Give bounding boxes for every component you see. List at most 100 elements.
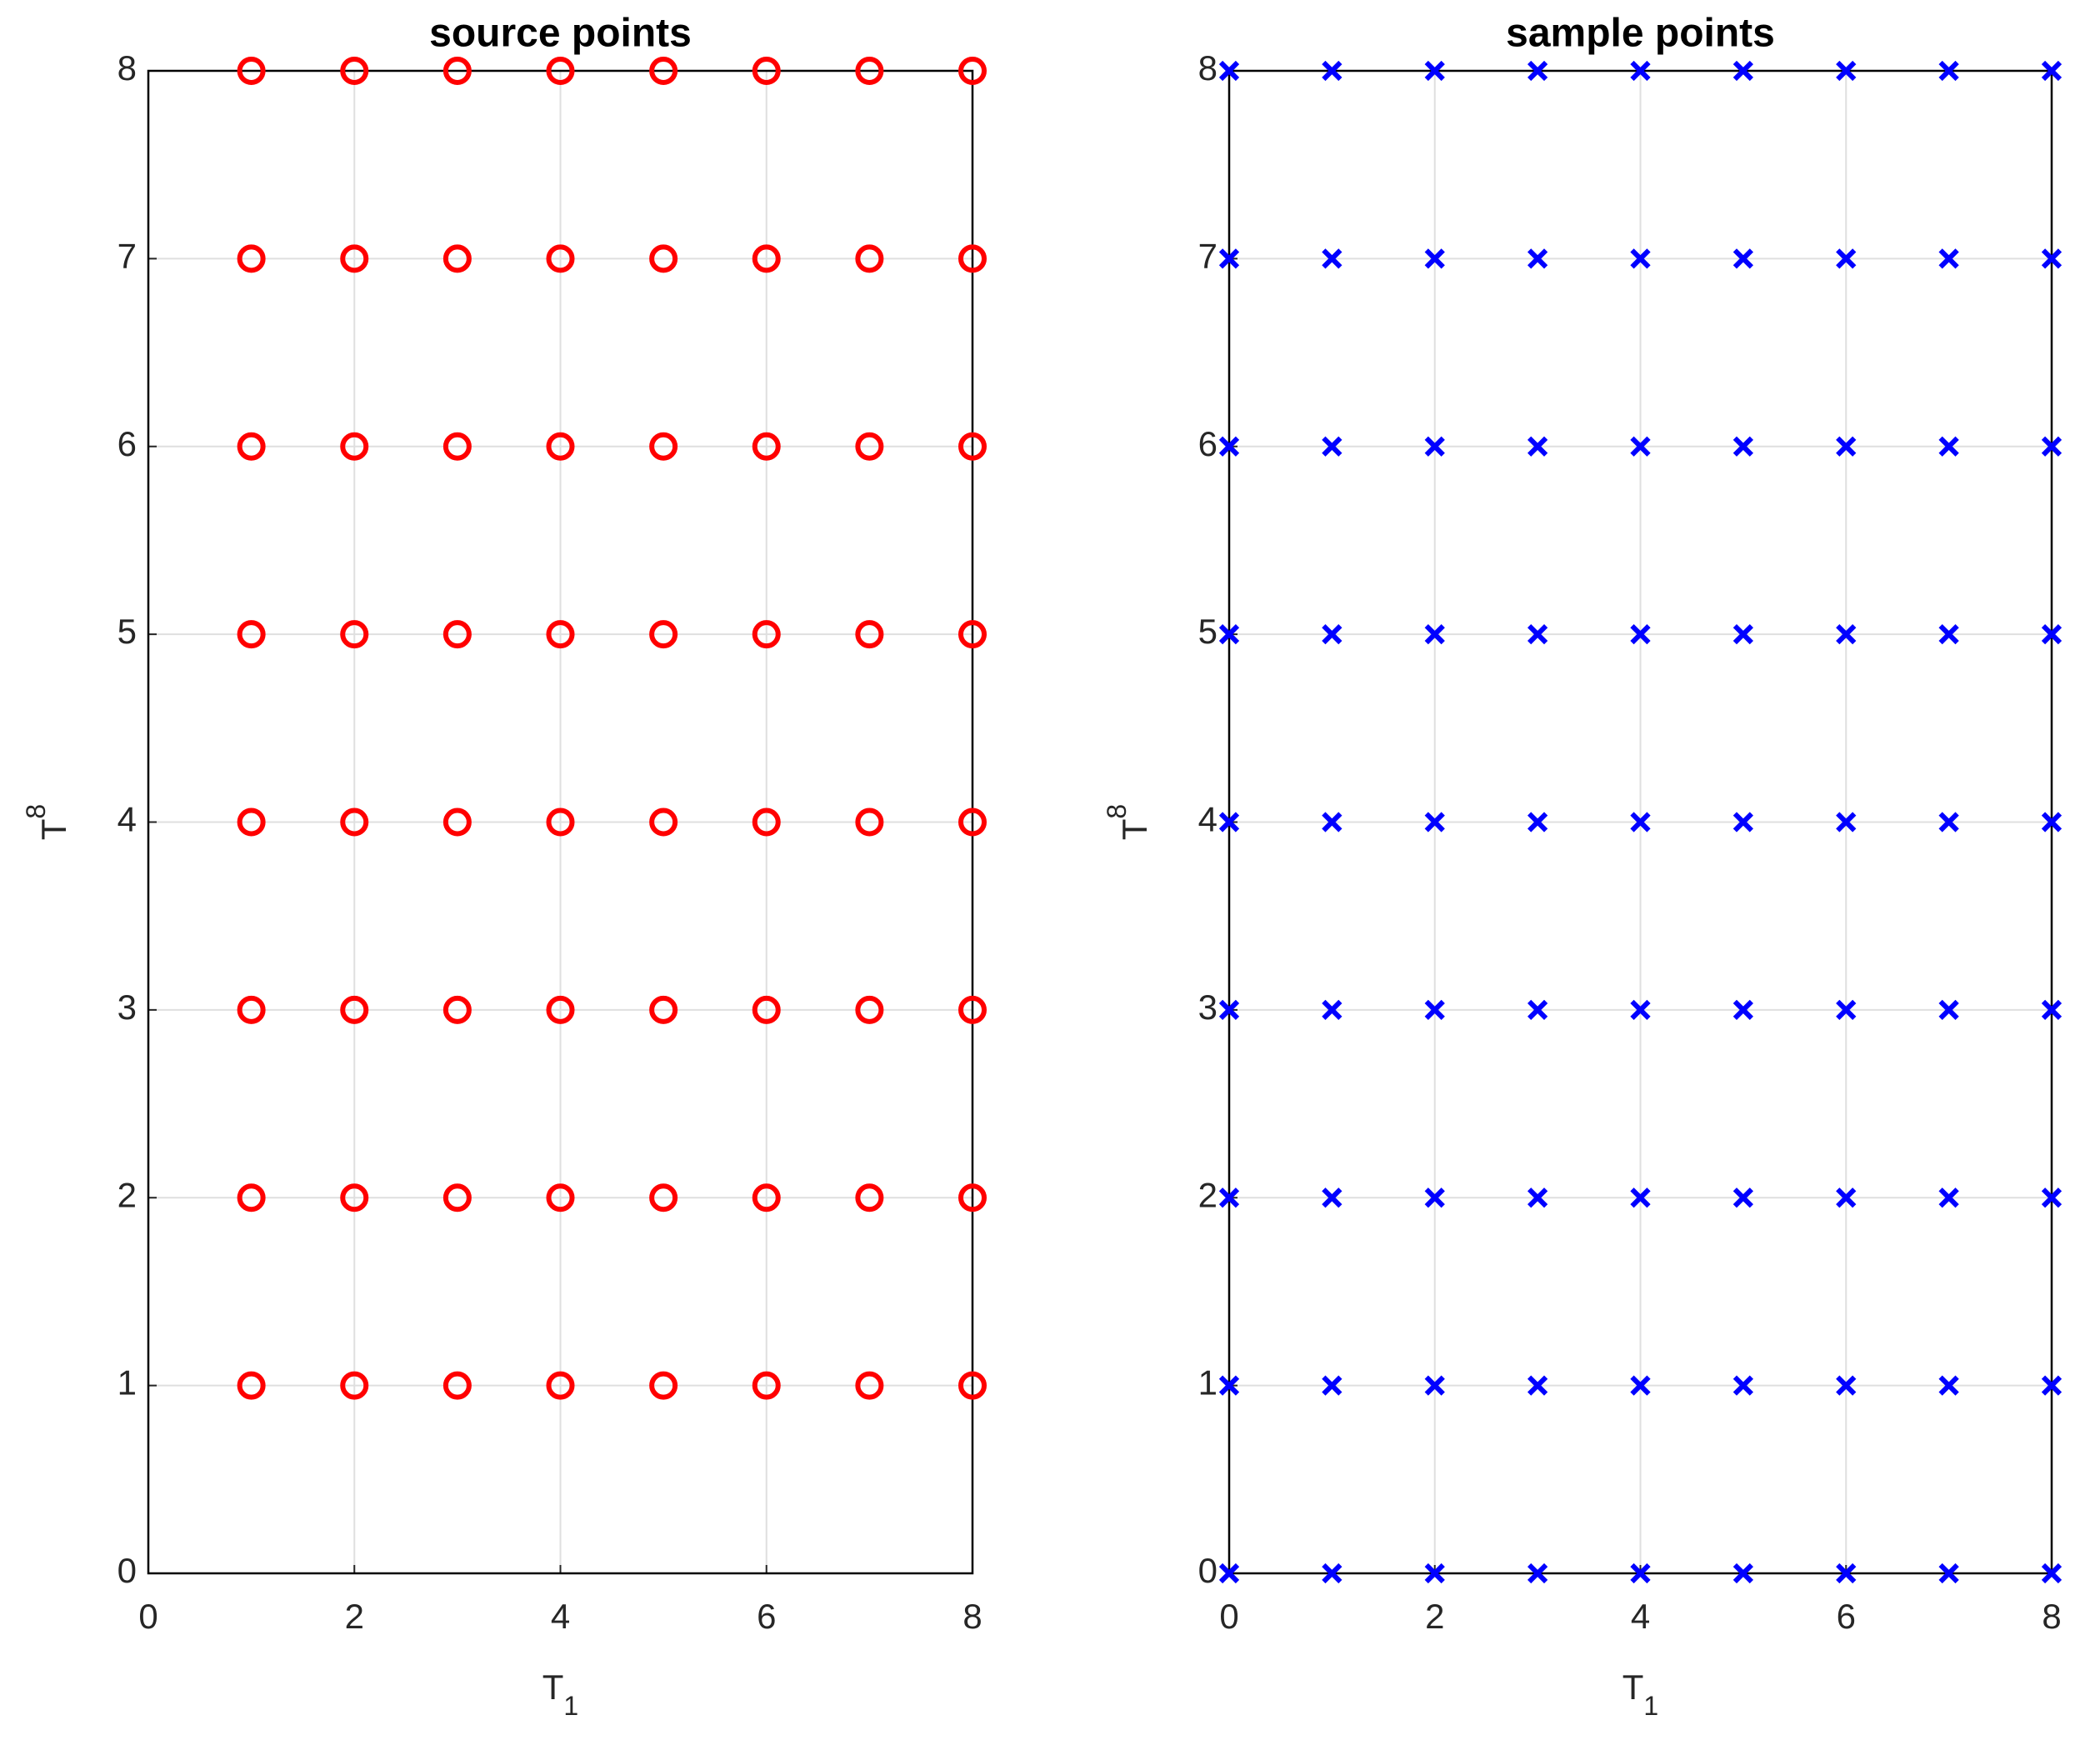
point [2041, 1562, 2062, 1584]
x-axis-label: T1 [1622, 1668, 1658, 1721]
x-tick-label: 8 [2042, 1597, 2061, 1636]
point [237, 620, 266, 649]
point [1836, 1375, 1857, 1396]
point [340, 244, 369, 273]
point [340, 57, 369, 85]
point [1630, 436, 1651, 457]
point [1424, 1188, 1445, 1208]
point [1218, 999, 1240, 1021]
y-tick-label: 7 [118, 236, 137, 275]
point [1322, 1375, 1342, 1396]
point [1836, 1562, 1857, 1584]
x-tick-label: 2 [1425, 1597, 1444, 1636]
point [237, 808, 266, 837]
point [1322, 624, 1342, 645]
point [649, 1183, 678, 1212]
label-subscript: 1 [1643, 1691, 1658, 1721]
point [340, 808, 369, 837]
point [649, 808, 678, 837]
y-tick-label: 6 [118, 424, 137, 463]
y-tick-label: 5 [118, 612, 137, 651]
point [752, 432, 781, 461]
point [1732, 1188, 1754, 1208]
point [1528, 1562, 1548, 1584]
point [546, 1183, 575, 1212]
point [1630, 248, 1651, 269]
x-tick-label: 2 [345, 1597, 364, 1636]
point [1218, 1375, 1240, 1396]
point [1322, 60, 1342, 82]
point [340, 995, 369, 1024]
label-text: T [1115, 819, 1154, 841]
point [2041, 1188, 2062, 1208]
y-tick-label: 1 [1198, 1363, 1218, 1402]
point [1218, 624, 1240, 645]
point [1630, 624, 1651, 645]
point [1528, 812, 1548, 832]
x-tick-label: 0 [138, 1597, 158, 1636]
point [2041, 436, 2062, 457]
point [1938, 1375, 1959, 1396]
point [1218, 1188, 1240, 1208]
point [546, 244, 575, 273]
point [237, 57, 266, 85]
point [1528, 624, 1548, 645]
point [649, 1371, 678, 1400]
point [1322, 1562, 1342, 1584]
point [1732, 60, 1754, 82]
point [1424, 812, 1445, 832]
point [1528, 1188, 1548, 1208]
x-tick-label: 0 [1219, 1597, 1238, 1636]
point [237, 995, 266, 1024]
point [1528, 999, 1548, 1021]
point [1836, 248, 1857, 269]
point [1528, 248, 1548, 269]
point [237, 1371, 266, 1400]
point [1836, 812, 1857, 832]
point [1938, 60, 1959, 82]
x-tick-label: 8 [962, 1597, 982, 1636]
y-tick-label: 5 [1198, 612, 1218, 651]
y-tick-label: 4 [1198, 800, 1218, 839]
point [2041, 1375, 2062, 1396]
axes-box [147, 69, 974, 1575]
point [2041, 248, 2062, 269]
point [546, 432, 575, 461]
point [855, 57, 884, 85]
point [237, 1183, 266, 1212]
chart-title: source points [429, 12, 692, 56]
point [649, 244, 678, 273]
point [1528, 1375, 1548, 1396]
y-tick-label: 4 [118, 800, 137, 839]
point [1218, 812, 1240, 832]
point [546, 808, 575, 837]
chart-title: sample points [1506, 12, 1775, 56]
point [1630, 1562, 1651, 1584]
y-tick-label: 3 [1198, 988, 1218, 1027]
point [340, 1371, 369, 1400]
y-tick-label: 2 [1198, 1175, 1218, 1214]
point [237, 244, 266, 273]
point [2041, 812, 2062, 832]
point [649, 432, 678, 461]
point [1630, 60, 1651, 82]
point [1938, 436, 1959, 457]
x-axis-label: T1 [542, 1668, 578, 1721]
point [2041, 624, 2062, 645]
point [1836, 624, 1857, 645]
point [1424, 60, 1445, 82]
point [958, 995, 987, 1024]
point [855, 808, 884, 837]
point [1218, 60, 1240, 82]
point [1322, 436, 1342, 457]
y-tick-label: 2 [118, 1175, 137, 1214]
point [442, 1371, 472, 1400]
point [958, 808, 987, 837]
point [1218, 1562, 1240, 1584]
label-text: T [542, 1668, 564, 1707]
point [1424, 999, 1445, 1021]
point [546, 620, 575, 649]
point [752, 1371, 781, 1400]
